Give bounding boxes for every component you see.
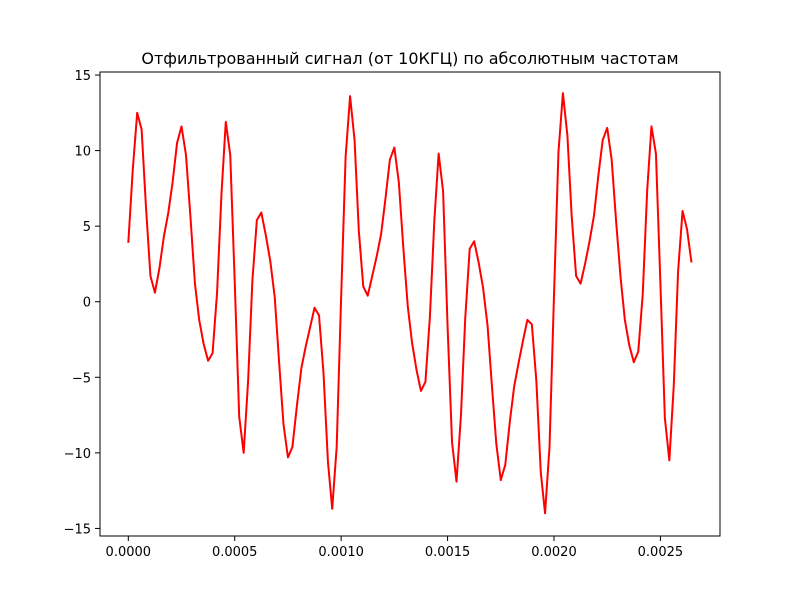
- y-tick-label: 5: [83, 220, 91, 235]
- x-tick-label: 0.0025: [638, 545, 684, 560]
- series-line-0: [127, 92, 693, 515]
- y-axis: 15 10 5 0 −5 −10 −15: [64, 69, 100, 537]
- y-tick-label: −15: [64, 522, 91, 537]
- x-tick-label: 0.0000: [106, 545, 152, 560]
- y-tick-label: 15: [74, 69, 91, 84]
- y-tick-label: 0: [83, 296, 91, 311]
- chart-title: Отфильтрованный сигнал (от 10КГЦ) по абс…: [141, 49, 678, 68]
- x-tick-label: 0.0005: [212, 545, 258, 560]
- y-tick-label: −10: [64, 447, 91, 462]
- x-tick-label: 0.0015: [425, 545, 471, 560]
- x-axis: 0.0000 0.0005 0.0010 0.0015 0.0020 0.0025: [106, 536, 684, 560]
- y-tick-label: −5: [72, 371, 91, 386]
- x-tick-label: 0.0010: [318, 545, 364, 560]
- x-tick-label: 0.0020: [531, 545, 577, 560]
- plot-area: [127, 92, 693, 515]
- axes-frame: [99, 71, 721, 537]
- y-tick-label: 10: [74, 145, 91, 160]
